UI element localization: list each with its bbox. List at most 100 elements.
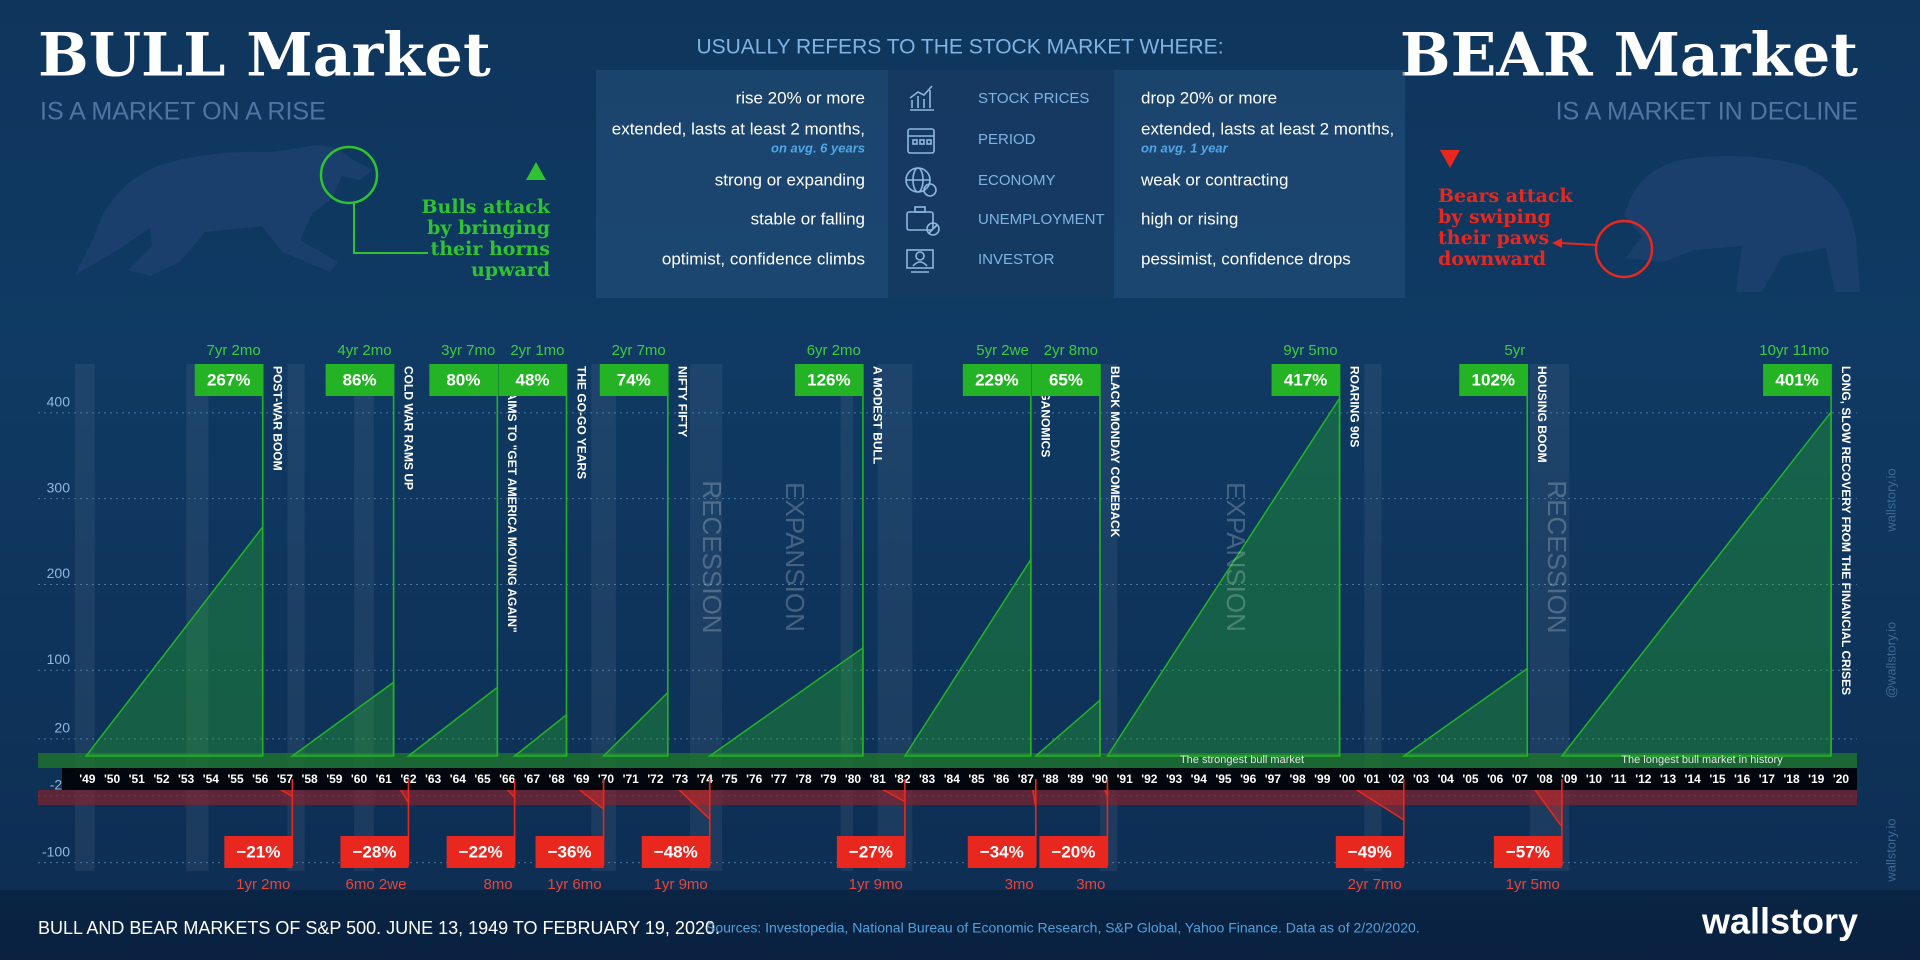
x-tick-label: '66 — [499, 772, 516, 786]
bear-duration: 3mo — [1076, 876, 1105, 893]
bear-duration: 8mo — [483, 876, 512, 893]
bear-subtitle: IS A MARKET IN DECLINE — [1556, 98, 1858, 126]
bull-value-label: 126% — [807, 370, 850, 389]
x-tick-label: '85 — [968, 772, 985, 786]
x-tick-label: '11 — [1611, 772, 1627, 786]
x-tick-label: '79 — [820, 772, 837, 786]
definition-title: USUALLY REFERS TO THE STOCK MARKET WHERE… — [696, 36, 1223, 59]
x-tick-label: '15 — [1709, 772, 1726, 786]
x-tick-label: '52 — [153, 772, 170, 786]
bear-duration: 1yr 2mo — [236, 876, 290, 893]
bull-value-label: 48% — [515, 370, 549, 389]
recession-band — [840, 364, 854, 871]
x-tick-label: '14 — [1685, 772, 1702, 786]
x-tick-label: '02 — [1388, 772, 1405, 786]
bull-condition: optimist, confidence climbs — [662, 249, 865, 268]
x-tick-label: '59 — [326, 772, 343, 786]
bull-value-label: 102% — [1472, 370, 1515, 389]
bull-value-box — [194, 364, 263, 396]
bear-duration: 6mo 2we — [346, 876, 407, 893]
phase-label: EXPANSION — [1221, 482, 1251, 632]
bear-condition: pessimist, confidence drops — [1141, 249, 1351, 268]
bull-value-box — [794, 364, 863, 396]
x-tick-label: '63 — [425, 772, 442, 786]
bear-condition-note: on avg. 1 year — [1141, 140, 1229, 155]
x-tick-label: '17 — [1759, 772, 1776, 786]
recession-band — [75, 364, 95, 871]
criterion: PERIOD — [978, 131, 1036, 148]
x-tick-label: '75 — [721, 772, 738, 786]
bear-value-label: −27% — [849, 842, 893, 861]
bull-value-box — [962, 364, 1031, 396]
x-tick-label: '91 — [1117, 772, 1134, 786]
x-tick-label: '61 — [376, 772, 393, 786]
brand-logo: wallstory — [1701, 901, 1858, 942]
x-tick-label: '94 — [1191, 772, 1208, 786]
x-tick-label: '71 — [623, 772, 640, 786]
bull-value-label: 86% — [343, 370, 377, 389]
y-tick-label: 400 — [47, 394, 71, 410]
x-tick-label: '69 — [573, 772, 590, 786]
bear-note-line: their paws — [1438, 227, 1549, 249]
bear-value-label: −20% — [1051, 842, 1095, 861]
recession-band — [186, 364, 209, 871]
bear-duration: 1yr 6mo — [547, 876, 601, 893]
recession-band — [1364, 364, 1382, 871]
y-tick-label: 20 — [54, 720, 70, 736]
x-tick-label: '84 — [944, 772, 961, 786]
bear-value-box — [1039, 836, 1108, 868]
x-tick-label: '65 — [474, 772, 491, 786]
bull-name: THE GO-GO YEARS — [574, 366, 588, 479]
bull-value-box — [1763, 364, 1832, 396]
bull-condition-note: on avg. 6 years — [771, 140, 865, 155]
x-tick-label: '86 — [993, 772, 1010, 786]
paw-circle — [1594, 219, 1654, 279]
bear-title: BEAR Market — [1400, 21, 1858, 91]
x-tick-label: '06 — [1487, 772, 1504, 786]
bull-value-label: 74% — [617, 370, 651, 389]
bear-value-label: −34% — [980, 842, 1024, 861]
bear-value-box — [967, 836, 1036, 868]
bull-name: COLD WAR RAMS UP — [401, 366, 415, 490]
bear-note-line: by swiping — [1438, 206, 1551, 228]
bull-name: NIFTY FIFTY — [676, 366, 690, 437]
bull-note-line: their horns — [430, 238, 550, 260]
bull-condition: extended, lasts at least 2 months, — [612, 119, 865, 138]
bull-name: HOUSING BOOM — [1535, 366, 1549, 463]
x-tick-label: '87 — [1018, 772, 1035, 786]
bull-value-box — [1271, 364, 1340, 396]
bear-value-box — [446, 836, 515, 868]
x-tick-label: '53 — [178, 772, 195, 786]
bear-condition: high or rising — [1141, 209, 1238, 228]
bull-value-label: 267% — [207, 370, 250, 389]
definition-table: rise 20% or more STOCK PRICES drop 20% or … — [612, 88, 1395, 268]
bull-value-box — [599, 364, 668, 396]
phase-label: EXPANSION — [780, 482, 810, 632]
icon-investor — [906, 249, 934, 273]
x-tick-label: '50 — [104, 772, 121, 786]
x-tick-label: '67 — [524, 772, 541, 786]
x-tick-label: '08 — [1536, 772, 1553, 786]
phase-label: RECESSION — [697, 480, 727, 633]
x-tick-label: '95 — [1215, 772, 1232, 786]
x-tick-label: '00 — [1339, 772, 1356, 786]
x-tick-label: '90 — [1092, 772, 1109, 786]
x-tick-label: '89 — [1067, 772, 1084, 786]
x-tick-label: '73 — [672, 772, 689, 786]
x-tick-label: '49 — [79, 772, 96, 786]
horn-circle — [319, 145, 379, 205]
up-triangle — [526, 162, 546, 180]
x-tick-label: '81 — [870, 772, 887, 786]
x-tick-label: '13 — [1660, 772, 1677, 786]
bull-pointer — [353, 203, 428, 254]
bull-name: JFK AIMS TO "GET AMERICA MOVING AGAIN" — [505, 366, 519, 633]
bear-duration: 2yr 7mo — [1348, 876, 1402, 893]
bear-value-label: −49% — [1348, 842, 1392, 861]
bear-note-line: downward — [1438, 248, 1546, 270]
x-tick-label: '97 — [1265, 772, 1282, 786]
bear-note-line: Bears attack — [1438, 185, 1574, 207]
bull-duration: 4yr 2mo — [337, 342, 391, 359]
